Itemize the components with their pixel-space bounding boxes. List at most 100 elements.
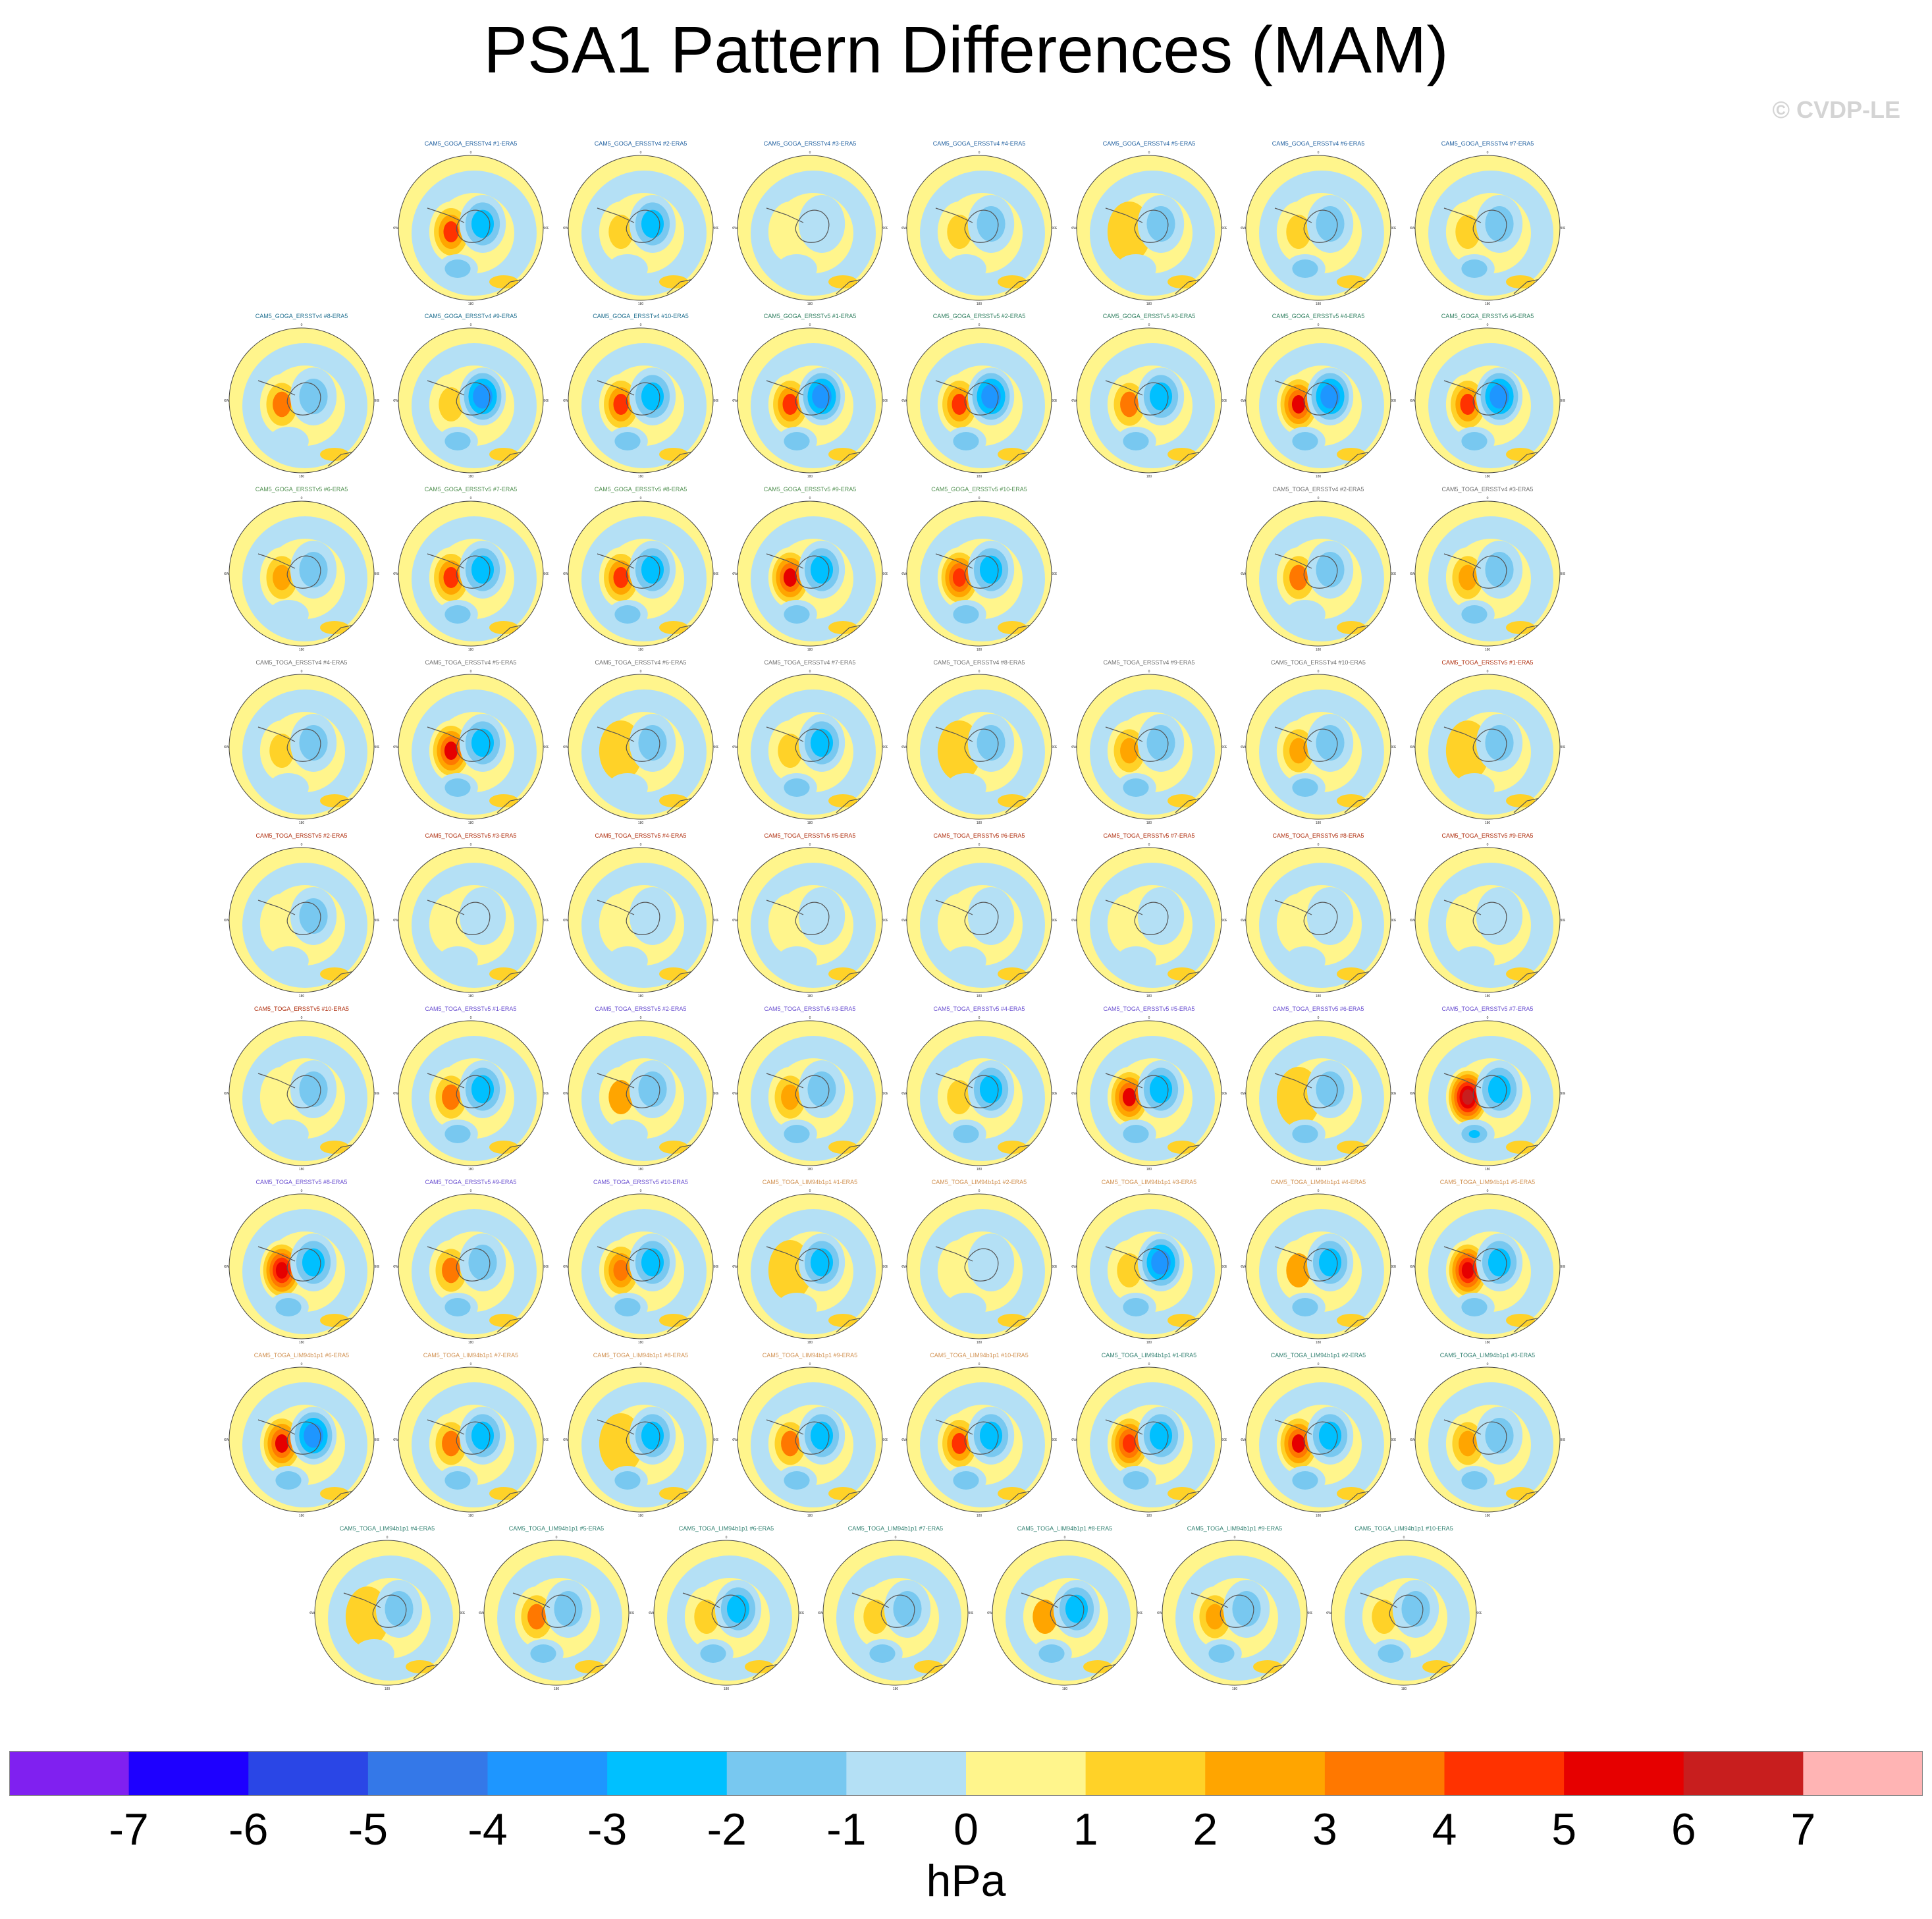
antarctica-outline bbox=[711, 1594, 746, 1628]
secondary-negative-contour bbox=[444, 1298, 471, 1316]
colorbar-tick-label: -6 bbox=[228, 1804, 269, 1854]
longitude-label: 90E bbox=[1308, 1611, 1312, 1615]
negative-ring bbox=[836, 1555, 961, 1681]
longitude-label: 90E bbox=[883, 399, 888, 403]
negative-contour bbox=[977, 206, 1006, 242]
secondary-positive-contour bbox=[489, 1487, 518, 1500]
longitude-label: 0 bbox=[1487, 497, 1489, 500]
secondary-positive-contour bbox=[1337, 1141, 1366, 1154]
positive-contour bbox=[613, 1260, 629, 1281]
longitude-label: 0 bbox=[726, 1536, 728, 1540]
longitude-label: 90W bbox=[1071, 227, 1077, 230]
longitude-label: 90W bbox=[818, 1611, 823, 1615]
map-boundary bbox=[653, 1540, 799, 1686]
map-panel: CAM5_TOGA_ERSSTv4 #5-ERA5 0 90E 180 90W bbox=[393, 659, 549, 830]
longitude-label: 180 bbox=[1316, 821, 1322, 824]
secondary-negative-contour bbox=[1454, 773, 1495, 802]
polar-map: 0 90E 180 90W bbox=[393, 151, 549, 306]
map-boundary bbox=[1245, 500, 1391, 647]
map-boundary bbox=[398, 1020, 544, 1166]
longitude-label: 90W bbox=[1241, 745, 1246, 749]
south-america-outline bbox=[1105, 380, 1143, 396]
longitude-label: 90E bbox=[1561, 1092, 1565, 1096]
map-boundary bbox=[1414, 500, 1561, 647]
longitude-label: 180 bbox=[807, 1168, 813, 1171]
colorbar-tick-label: -7 bbox=[109, 1804, 149, 1854]
longitude-label: 180 bbox=[1485, 1168, 1491, 1171]
secondary-negative-contour bbox=[1378, 1644, 1404, 1663]
secondary-positive-contour bbox=[489, 967, 518, 981]
map-panel: CAM5_TOGA_LIM94b1p1 #5-ERA5 0 90E 180 90W bbox=[1410, 1178, 1565, 1349]
panel-title: CAM5_GOGA_ERSSTv5 #3-ERA5 bbox=[1102, 313, 1196, 319]
map-panel: CAM5_TOGA_ERSSTv5 #2-ERA5 0 90E 180 90W bbox=[224, 832, 379, 1003]
longitude-label: 0 bbox=[979, 323, 980, 327]
longitude-label: 90W bbox=[1410, 572, 1415, 576]
south-america-outline bbox=[597, 1246, 635, 1262]
secondary-positive-contour bbox=[1506, 1487, 1535, 1500]
panel-title: CAM5_TOGA_ERSSTv5 #6-ERA5 bbox=[933, 832, 1025, 839]
negative-contour bbox=[1151, 1250, 1171, 1275]
secondary-positive-contour bbox=[828, 448, 857, 461]
panel-title: CAM5_TOGA_ERSSTv5 #9-ERA5 bbox=[1441, 832, 1534, 839]
secondary-positive-contour bbox=[406, 1660, 435, 1673]
map-panel: CAM5_TOGA_LIM94b1p1 #9-ERA5 0 90E 180 90W bbox=[732, 1351, 888, 1523]
longitude-label: 0 bbox=[470, 151, 472, 155]
south-america-outline bbox=[766, 1246, 804, 1262]
polar-map: 0 90E 180 90W bbox=[901, 151, 1057, 306]
negative-contour bbox=[893, 1591, 922, 1627]
longitude-label: 90E bbox=[714, 227, 718, 230]
secondary-negative-contour bbox=[1123, 1125, 1149, 1143]
longitude-label: 180 bbox=[807, 475, 813, 478]
antarctica-outline bbox=[795, 555, 830, 589]
polar-map: 0 90E 180 90W bbox=[224, 497, 379, 651]
colorbar-tick-label: 6 bbox=[1671, 1804, 1696, 1854]
positive-contour bbox=[1460, 394, 1476, 415]
secondary-positive-contour bbox=[1506, 275, 1535, 288]
map-panel: CAM5_TOGA_ERSSTv5 #2-ERA5 0 90E 180 90W bbox=[563, 1005, 718, 1176]
polar-map: 0 90E 180 90W bbox=[563, 1016, 718, 1171]
antarctica-outline bbox=[286, 555, 321, 589]
longitude-label: 0 bbox=[301, 497, 303, 500]
longitude-label: 180 bbox=[299, 648, 305, 651]
longitude-label: 180 bbox=[468, 475, 474, 478]
map-boundary bbox=[398, 327, 544, 473]
map-panel: CAM5_TOGA_LIM94b1p1 #2-ERA5 0 90E 180 90W bbox=[901, 1178, 1057, 1349]
south-america-outline bbox=[1274, 1073, 1312, 1089]
south-america-outline bbox=[257, 553, 296, 569]
longitude-label: 180 bbox=[1146, 475, 1152, 478]
antarctica-outline bbox=[1134, 902, 1169, 935]
map-boundary bbox=[568, 500, 714, 647]
positive-contour bbox=[275, 1262, 288, 1279]
panel-title: CAM5_TOGA_ERSSTv5 #5-ERA5 bbox=[764, 832, 856, 839]
panel-title: CAM5_TOGA_LIM94b1p1 #7-ERA5 bbox=[423, 1352, 519, 1359]
longitude-label: 90E bbox=[1052, 919, 1057, 923]
map-boundary bbox=[568, 1020, 714, 1166]
positive-contour bbox=[1033, 1600, 1058, 1634]
south-america-outline bbox=[1105, 1419, 1143, 1435]
panel-title: CAM5_TOGA_ERSSTv4 #2-ERA5 bbox=[1272, 486, 1364, 493]
map-boundary bbox=[228, 327, 375, 473]
map-boundary bbox=[737, 155, 883, 301]
polar-map: 0 90E 180 90W bbox=[224, 843, 379, 998]
longitude-label: 90W bbox=[1071, 745, 1077, 749]
antarctica-outline bbox=[795, 382, 830, 416]
antarctica-outline bbox=[456, 382, 491, 416]
longitude-label: 180 bbox=[638, 994, 644, 998]
panel-title: CAM5_GOGA_ERSSTv4 #4-ERA5 bbox=[932, 140, 1026, 147]
antarctica-outline bbox=[456, 1248, 491, 1282]
negative-ring bbox=[581, 343, 707, 468]
south-america-outline bbox=[1360, 1592, 1398, 1608]
polar-map: 0 90E 180 90W bbox=[563, 1189, 718, 1344]
negative-ring bbox=[920, 863, 1045, 988]
negative-ring bbox=[1259, 1036, 1384, 1161]
secondary-negative-contour bbox=[776, 254, 817, 283]
south-america-outline bbox=[1105, 1073, 1143, 1089]
longitude-label: 0 bbox=[470, 497, 472, 500]
longitude-label: 90W bbox=[1410, 399, 1415, 403]
map-boundary bbox=[398, 1193, 544, 1339]
longitude-label: 180 bbox=[807, 648, 813, 651]
positive-contour bbox=[1120, 738, 1139, 764]
longitude-label: 0 bbox=[1487, 843, 1489, 847]
map-boundary bbox=[228, 1366, 375, 1513]
longitude-label: 0 bbox=[809, 323, 811, 327]
